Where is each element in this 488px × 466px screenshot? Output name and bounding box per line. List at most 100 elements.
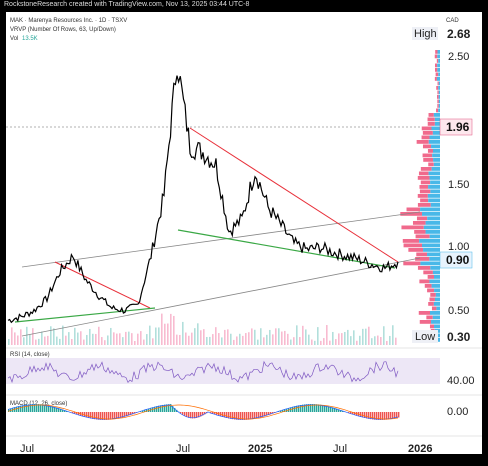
vp-bar-down (416, 252, 428, 257)
volume-bar (113, 332, 115, 345)
volume-bar (242, 335, 244, 345)
channel-lower-line (21, 257, 421, 337)
time-label-2026: 2026 (408, 443, 432, 455)
macd-hist-bar (52, 406, 54, 412)
macd-hist-bar (22, 405, 24, 412)
volume-bar (233, 339, 235, 345)
volume-bar (296, 325, 298, 345)
volume-bar (38, 338, 40, 345)
vp-bar-up (422, 212, 440, 216)
volume-bar (137, 333, 139, 345)
macd-hist-bar (246, 412, 248, 420)
macd-hist-bar (36, 404, 38, 412)
macd-hist-bar (296, 405, 298, 412)
vp-bar-up (425, 221, 440, 225)
macd-hist-bar (46, 405, 48, 412)
macd-hist-bar (336, 408, 338, 412)
vp-bar-up (429, 279, 440, 284)
vp-bar-down (415, 257, 430, 261)
macd-hist-bar (238, 412, 240, 420)
volume-bar (131, 333, 133, 345)
volume-bar (356, 340, 358, 345)
volume-bar (179, 334, 181, 345)
vp-bar-up (433, 302, 440, 306)
vp-bar-down (422, 153, 433, 158)
volume-bar (11, 327, 13, 345)
macd-hist-bar (192, 412, 194, 419)
macd-hist-bar (120, 412, 122, 418)
macd-hist-bar (216, 412, 218, 416)
vp-bar-down (426, 315, 433, 320)
rsi-label: RSI (14, close) (10, 352, 50, 358)
macd-hist-bar (320, 404, 322, 412)
volume-bar (8, 338, 10, 345)
volume-bar (128, 331, 130, 345)
macd-hist-bar (92, 412, 94, 419)
volume-bar (104, 340, 106, 345)
vp-bar-down (418, 311, 430, 315)
vp-bar-up (427, 252, 440, 257)
volume-bar (164, 323, 166, 345)
macd-hist-bar (232, 412, 234, 420)
macd-hist-bar (222, 412, 224, 417)
volume-bar (200, 330, 202, 345)
time-label-2024: 2024 (90, 443, 115, 455)
vp-bar-down (403, 261, 421, 266)
vp-bar-up (429, 311, 440, 315)
volume-bar (50, 326, 52, 345)
volume-bar (47, 335, 49, 345)
volume-bar (173, 315, 175, 345)
vp-bar-down (435, 72, 439, 77)
signal-line (7, 404, 399, 420)
vp-bar-up (438, 99, 440, 104)
macd-hist-bar (234, 412, 236, 420)
vp-bar-up (437, 50, 440, 54)
macd-hist-bar (62, 409, 64, 412)
macd-hist-bar (42, 404, 44, 412)
volume-bar (317, 327, 319, 345)
volume-bar (320, 340, 322, 345)
volume-bar (209, 336, 211, 345)
volume-bar (365, 328, 367, 345)
vp-bar-up (429, 257, 440, 261)
volume-bar (26, 326, 28, 345)
vp-bar-up (419, 239, 440, 243)
macd-hist-bar (186, 412, 188, 418)
vp-bar-down (422, 144, 432, 149)
volume-bar (89, 328, 91, 345)
macd-hist-bar (300, 404, 302, 412)
macd-hist-bar (146, 409, 148, 412)
macd-line (7, 404, 399, 420)
vp-bar-down (416, 216, 428, 221)
vp-bar-up (430, 203, 440, 207)
volume-bar (74, 327, 76, 345)
macd-hist-bar (292, 406, 294, 412)
vp-bar-up (427, 194, 440, 198)
volume-bar (32, 328, 34, 345)
low-label-box (412, 330, 438, 343)
volume-bar (302, 325, 304, 345)
volume-bar (41, 331, 43, 345)
macd-hist-bar (50, 405, 52, 412)
low-value: 0.30 (447, 330, 471, 344)
volume-bar (278, 328, 280, 345)
vp-bar-up (437, 68, 440, 72)
vp-bar-up (436, 77, 440, 81)
volume-bar (146, 334, 148, 345)
macd-label: MACD (12, 26, close) (10, 401, 67, 407)
low-label: Low (415, 331, 435, 343)
macd-hist-bar (76, 412, 78, 415)
macd-hist-bar (304, 404, 306, 412)
macd-hist-bar (60, 408, 62, 412)
time-label-jul-2025: Jul (333, 443, 347, 455)
volume-bar (182, 321, 184, 345)
macd-hist-bar (106, 412, 108, 420)
volume-bar (335, 339, 337, 345)
macd-hist-bar (252, 412, 254, 420)
macd-hist-bar (24, 404, 26, 412)
macd-hist-bar (210, 412, 212, 413)
vp-bar-down (417, 203, 431, 207)
macd-hist-bar (272, 412, 274, 414)
volume-bar (206, 336, 208, 345)
volume-bar (176, 334, 178, 345)
